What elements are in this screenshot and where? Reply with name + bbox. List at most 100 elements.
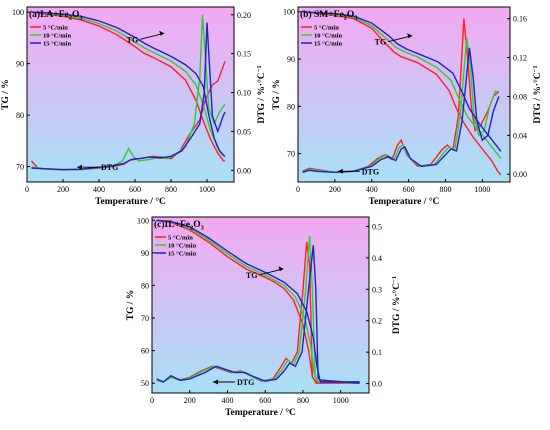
tg-annotation: TG [246,271,258,280]
tg-arrow-head [278,266,284,272]
dtg-annotation: DTG [101,163,118,172]
left-tick-label: 90 [16,60,24,69]
legend-entry: 10 °C/min [314,32,342,39]
x-tick-label: 400 [366,185,378,194]
right-tick-label: 0.0 [372,380,382,389]
dtg-line-series-3 [31,22,226,171]
chart-panel-2: 0 200 400 600 800 1000 70 80 90 100 0.00 0.04 0.08 0.… [272,6,543,207]
x-axis-label: Temperature / °C [369,196,440,207]
dtg-arrow-head [213,379,219,385]
chart-panel-3: 0 200 400 600 800 1000 50 60 70 80 90 100 0.0 0.1 0.2 0… [126,216,402,418]
panel-title: (a)LA+Fe2O3 [29,9,83,22]
tg-annotation: TG [127,35,139,44]
right-tick-label: 0.16 [513,15,527,24]
legend-entry: 15 °C/min [43,40,71,47]
left-tick-label: 50 [141,379,149,388]
panel-title-tail: O [72,10,79,20]
tg-line-series-2 [156,219,360,384]
right-axis-label-text: DTG / %·°C [256,72,267,123]
x-tick-label: 1000 [333,396,349,405]
panel-title-sub2: 3 [354,15,358,22]
series-lines [156,219,360,384]
left-tick-label: 100 [137,216,149,225]
legend-entry: 5 °C/min [43,24,68,31]
panel-title-main: (b) SM+Fe [300,9,344,20]
right-tick-label: 0.05 [237,127,251,136]
left-axis-label: TG / % [272,79,282,110]
plot-frame [26,6,235,183]
right-tick-label: 0.10 [237,89,251,98]
x-tick-label: 600 [259,396,271,405]
left-tick-label: 100 [283,8,295,17]
right-tick-label: 0.00 [513,170,527,179]
right-axis-label-text: DTG / %·°C [391,283,402,334]
tg-line-series-3 [156,219,360,384]
legend-entry: 5 °C/min [314,24,339,31]
panel-title: (b) SM+Fe2O3 [300,9,358,22]
x-tick-label: 400 [93,185,105,194]
tg-line-series-3 [302,11,502,152]
plot-background [152,217,369,393]
right-axis-label-sup: −1 [391,276,398,283]
panel-title: (c)IL+Fe2O3 [154,219,205,232]
panel-title-sub2: 3 [79,15,83,22]
x-tick-label: 400 [221,396,233,405]
x-axis-label: Temperature / °C [225,407,296,418]
tg-line-series-1 [31,11,226,163]
panel-title-tail: O [193,220,200,230]
panel-title-sub: 2 [344,15,347,22]
tg-arrow-line [388,35,413,43]
series-lines [30,11,226,171]
dtg-arrow-head [77,164,82,170]
x-tick-label: 0 [150,396,154,405]
x-tick-label: 1000 [474,185,490,194]
x-tick-label: 800 [165,185,177,194]
tg-arrow-line [140,32,165,40]
right-tick-label: 0.12 [513,54,527,63]
right-axis-label: DTG / %·°C−1 [532,65,543,123]
tg-line-series-1 [156,219,360,384]
x-tick-label: 0 [296,185,300,194]
left-tick-label: 80 [141,281,149,290]
tg-arrow-head [159,30,165,36]
left-tick-label: 70 [16,163,24,172]
right-tick-label: 0.1 [372,348,382,357]
left-tick-label: 70 [287,150,295,159]
dtg-arrow-head [337,168,343,174]
left-tick-label: 80 [287,102,295,111]
left-tick-label: 90 [287,55,295,64]
left-tick-label: 100 [12,8,24,17]
x-tick-label: 1000 [199,185,215,194]
left-axis-label: TG / % [1,79,11,110]
plot-frame [297,6,511,183]
panel-title-sub2: 3 [201,225,205,232]
tg-arrow-line [259,268,284,276]
left-axis-label: TG / % [126,290,136,321]
right-tick-label: 0.08 [513,92,527,101]
right-tick-label: 0.20 [237,11,251,20]
plot-frame [151,216,370,394]
dtg-annotation: DTG [362,167,379,176]
legend-entry: 15 °C/min [168,250,196,257]
x-tick-label: 600 [129,185,141,194]
left-tick-label: 90 [141,249,149,258]
right-tick-label: 0.15 [237,50,251,59]
panel-title-main: (a)LA+Fe [29,9,69,20]
x-tick-label: 200 [184,396,196,405]
dtg-annotation: DTG [237,378,254,387]
x-axis-label: Temperature / °C [95,196,166,207]
x-tick-label: 0 [25,185,29,194]
right-axis-label: DTG / %·°C−1 [391,276,402,334]
legend-entry: 10 °C/min [43,32,71,39]
x-tick-label: 800 [297,396,309,405]
x-tick-label: 200 [57,185,69,194]
tg-line-series-1 [302,11,502,176]
left-tick-label: 80 [16,111,24,120]
legend-entry: 5 °C/min [168,234,193,241]
chart-panels: 0 200 400 600 800 10007080901000.000.050.100.… [1,6,543,418]
legend-entry: 10 °C/min [168,242,196,249]
dtg-line-series-3 [156,245,360,383]
chart-panel-1: 0 200 400 600 800 1000 70 80 90 100 0.00 0.05 0.10 0.… [1,6,267,207]
right-tick-label: 0.4 [372,254,382,263]
